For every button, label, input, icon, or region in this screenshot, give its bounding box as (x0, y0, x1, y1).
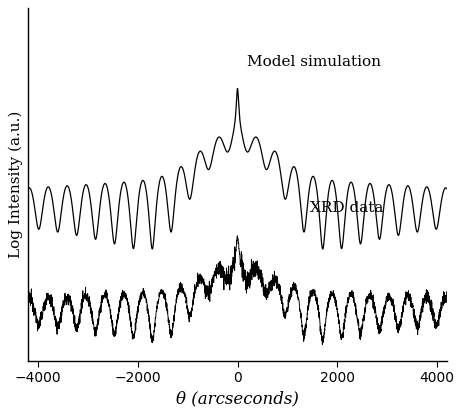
X-axis label: θ (arcseconds): θ (arcseconds) (175, 391, 298, 408)
Text: Model simulation: Model simulation (247, 54, 381, 69)
Y-axis label: Log Intensity (a.u.): Log Intensity (a.u.) (8, 111, 23, 258)
Text: XRD data: XRD data (309, 201, 382, 215)
